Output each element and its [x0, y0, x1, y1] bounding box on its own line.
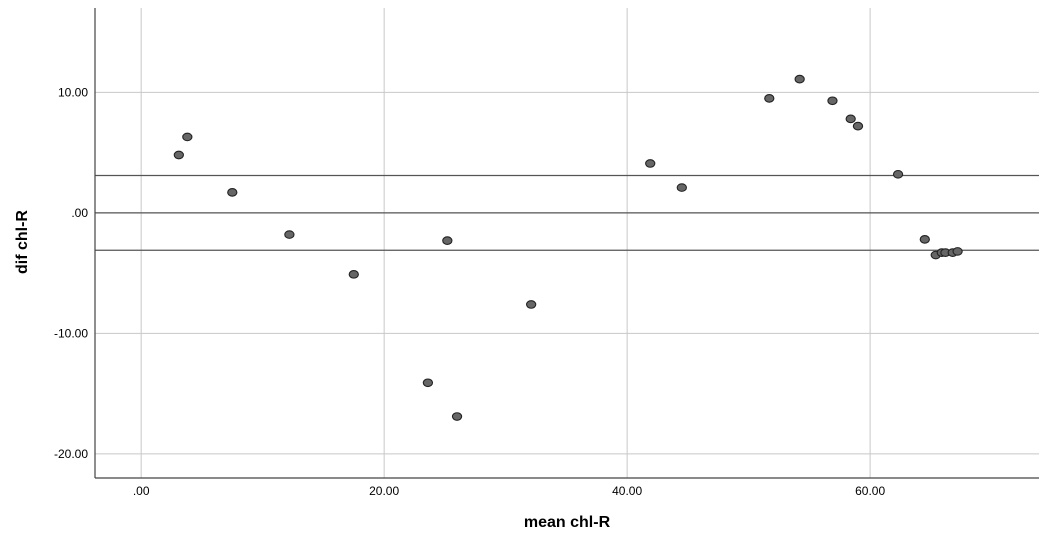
- data-point: [852, 121, 864, 131]
- y-tick-label: -20.00: [54, 447, 88, 461]
- data-point: [451, 412, 463, 421]
- data-point: [845, 114, 856, 124]
- data-point: [442, 236, 453, 245]
- data-point: [182, 132, 193, 142]
- data-point: [348, 269, 359, 279]
- x-tick-label: 60.00: [855, 484, 885, 498]
- data-point: [645, 159, 656, 168]
- data-point: [764, 94, 775, 103]
- data-points: [173, 74, 963, 421]
- data-point: [284, 230, 295, 239]
- y-axis-title: dif chl-R: [14, 210, 31, 274]
- x-tick-label: 40.00: [612, 484, 642, 498]
- data-point: [794, 74, 805, 84]
- reference-lines: [95, 174, 1039, 251]
- data-point: [827, 96, 838, 106]
- data-point: [919, 235, 930, 244]
- axes: [94, 8, 1039, 479]
- y-tick-label: .00: [71, 206, 88, 220]
- grid-layer: [95, 8, 1039, 478]
- x-axis-title: mean chl-R: [524, 514, 611, 531]
- y-tick-label: -10.00: [54, 326, 88, 340]
- x-tick-label: .00: [133, 484, 150, 498]
- y-tick-label: 10.00: [58, 85, 88, 99]
- tick-labels: .00 20.00 40.00 60.00 10.00 .00 -10.00 -20.00: [54, 85, 885, 498]
- data-point: [422, 378, 434, 388]
- data-point: [892, 169, 904, 179]
- data-point: [227, 188, 238, 197]
- x-tick-label: 20.00: [369, 484, 399, 498]
- data-point: [173, 150, 184, 160]
- data-point: [676, 183, 687, 192]
- data-point: [952, 247, 963, 256]
- data-point: [526, 300, 537, 309]
